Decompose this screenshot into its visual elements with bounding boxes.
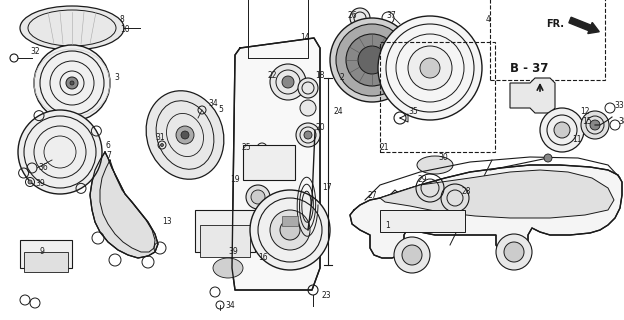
Text: 17: 17 bbox=[322, 183, 331, 193]
Circle shape bbox=[330, 18, 414, 102]
Circle shape bbox=[504, 242, 524, 262]
Text: 9: 9 bbox=[40, 247, 45, 257]
Circle shape bbox=[34, 45, 110, 121]
Text: 29: 29 bbox=[418, 175, 427, 185]
Text: 39: 39 bbox=[228, 247, 238, 257]
Text: 22: 22 bbox=[268, 71, 278, 81]
Text: 34: 34 bbox=[208, 100, 218, 108]
Circle shape bbox=[304, 131, 312, 139]
Polygon shape bbox=[90, 152, 158, 258]
Circle shape bbox=[296, 123, 320, 147]
Circle shape bbox=[28, 180, 32, 184]
Circle shape bbox=[270, 210, 310, 250]
Text: FR.: FR. bbox=[546, 19, 564, 29]
Text: 20: 20 bbox=[315, 124, 324, 132]
Text: B - 37: B - 37 bbox=[510, 61, 548, 75]
Bar bbox=[282, 216, 298, 226]
Bar bbox=[20, 240, 72, 268]
Circle shape bbox=[18, 110, 102, 194]
Text: 15: 15 bbox=[582, 117, 592, 126]
Text: 37: 37 bbox=[386, 12, 396, 20]
Text: 13: 13 bbox=[162, 218, 172, 227]
Circle shape bbox=[378, 16, 482, 120]
Text: 32: 32 bbox=[30, 47, 40, 57]
Ellipse shape bbox=[146, 91, 224, 179]
Circle shape bbox=[181, 131, 189, 139]
Text: 7: 7 bbox=[106, 151, 111, 161]
Circle shape bbox=[420, 58, 440, 78]
Circle shape bbox=[408, 46, 452, 90]
Circle shape bbox=[544, 154, 552, 162]
Circle shape bbox=[251, 190, 265, 204]
Circle shape bbox=[590, 120, 600, 130]
Circle shape bbox=[581, 111, 609, 139]
Circle shape bbox=[394, 237, 430, 273]
Circle shape bbox=[66, 77, 78, 89]
Text: 30: 30 bbox=[438, 154, 448, 163]
Text: 3: 3 bbox=[114, 73, 119, 82]
Bar bbox=[248, 0, 308, 58]
Text: 4: 4 bbox=[486, 15, 491, 25]
Text: 19: 19 bbox=[230, 175, 240, 185]
Text: 27: 27 bbox=[368, 190, 378, 199]
Text: 25: 25 bbox=[242, 143, 251, 153]
Circle shape bbox=[402, 245, 422, 265]
Ellipse shape bbox=[20, 6, 124, 50]
Text: 34: 34 bbox=[225, 301, 235, 310]
Text: 6: 6 bbox=[106, 141, 111, 150]
Circle shape bbox=[280, 220, 300, 240]
Text: 12: 12 bbox=[580, 108, 590, 116]
Circle shape bbox=[496, 234, 532, 270]
Text: 28: 28 bbox=[462, 188, 472, 196]
Text: 18: 18 bbox=[315, 71, 324, 81]
Ellipse shape bbox=[213, 258, 243, 278]
Text: 16: 16 bbox=[258, 253, 268, 262]
Text: 14: 14 bbox=[300, 34, 310, 43]
Bar bbox=[490, 0, 605, 80]
Polygon shape bbox=[510, 78, 555, 113]
Text: 8: 8 bbox=[120, 15, 125, 25]
Circle shape bbox=[346, 34, 398, 86]
Text: 24: 24 bbox=[334, 108, 344, 116]
Circle shape bbox=[554, 122, 570, 138]
Circle shape bbox=[246, 185, 270, 209]
Bar bbox=[195, 210, 255, 252]
Ellipse shape bbox=[417, 156, 453, 174]
Circle shape bbox=[250, 190, 330, 270]
Text: 36: 36 bbox=[38, 164, 48, 172]
Polygon shape bbox=[380, 170, 614, 218]
Circle shape bbox=[176, 126, 194, 144]
Circle shape bbox=[336, 24, 408, 96]
Text: 38: 38 bbox=[618, 117, 624, 126]
Circle shape bbox=[298, 78, 318, 98]
Text: 35: 35 bbox=[408, 108, 417, 116]
Text: 5: 5 bbox=[218, 106, 223, 115]
Text: 11: 11 bbox=[572, 135, 582, 145]
Polygon shape bbox=[350, 165, 622, 258]
Circle shape bbox=[70, 81, 74, 85]
Circle shape bbox=[540, 108, 584, 152]
Circle shape bbox=[358, 46, 386, 74]
Text: 33: 33 bbox=[614, 101, 624, 110]
Circle shape bbox=[350, 8, 370, 28]
Circle shape bbox=[160, 143, 163, 147]
FancyArrow shape bbox=[569, 17, 599, 34]
Bar bbox=[380, 42, 495, 152]
Circle shape bbox=[270, 64, 306, 100]
Text: 23: 23 bbox=[322, 292, 331, 300]
Bar bbox=[24, 252, 68, 272]
Text: 1: 1 bbox=[385, 220, 390, 229]
Bar bbox=[200, 225, 250, 257]
Text: 10: 10 bbox=[120, 26, 130, 35]
Text: 26: 26 bbox=[348, 12, 358, 20]
Circle shape bbox=[282, 76, 294, 88]
Bar bbox=[243, 145, 295, 180]
Text: 39: 39 bbox=[35, 179, 45, 188]
Text: 31: 31 bbox=[155, 133, 165, 142]
Text: 2: 2 bbox=[340, 74, 344, 83]
Circle shape bbox=[300, 100, 316, 116]
Bar bbox=[380, 210, 465, 232]
Text: 21: 21 bbox=[380, 143, 389, 153]
Polygon shape bbox=[232, 38, 320, 290]
